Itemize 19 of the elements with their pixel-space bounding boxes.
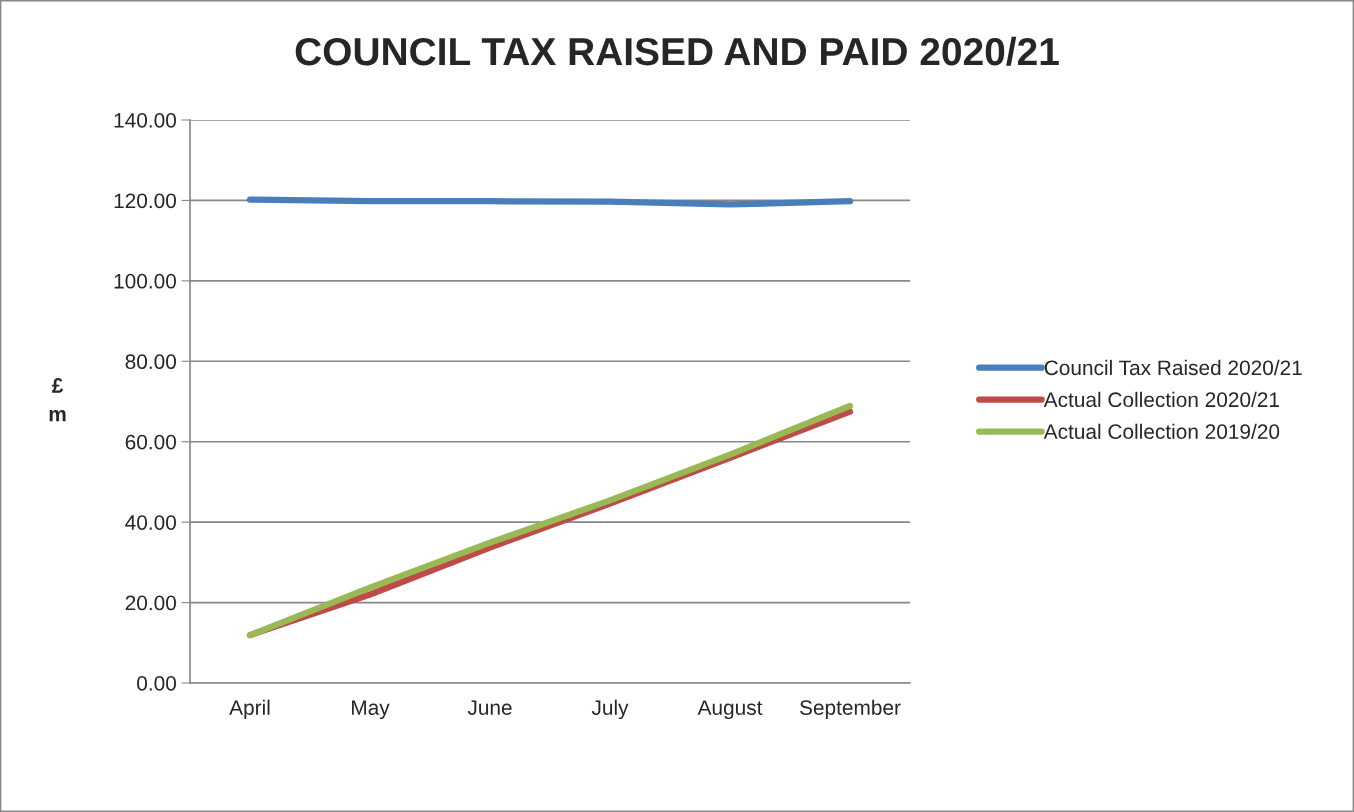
legend-label: Actual Collection 2020/21 xyxy=(1043,391,1279,408)
x-tick-label: April xyxy=(229,699,270,720)
x-tick-label: September xyxy=(800,699,901,720)
y-tick-label: 0.00 xyxy=(137,676,176,691)
legend-label: Actual Collection 2019/20 xyxy=(1043,423,1280,440)
chart-title: COUNCIL TAX RAISED AND PAID 2020/21 xyxy=(295,36,1059,66)
y-axis-title: £ m xyxy=(49,378,66,422)
y-tick-label: 100.00 xyxy=(114,273,176,289)
y-tick-label: 40.00 xyxy=(125,515,176,530)
x-tick-label: July xyxy=(591,699,629,720)
x-tick-label: May xyxy=(352,700,390,720)
y-tick-label: 80.00 xyxy=(125,354,176,370)
x-tick-label: June xyxy=(467,700,512,715)
y-tick-label: 140.00 xyxy=(114,113,176,128)
y-tick-label: 60.00 xyxy=(125,434,176,450)
x-tick-label: August xyxy=(697,700,763,720)
y-tick-label: 120.00 xyxy=(114,193,176,209)
legend-label: Council Tax Raised 2020/21 xyxy=(1044,359,1302,376)
y-tick-label: 20.00 xyxy=(125,595,176,611)
